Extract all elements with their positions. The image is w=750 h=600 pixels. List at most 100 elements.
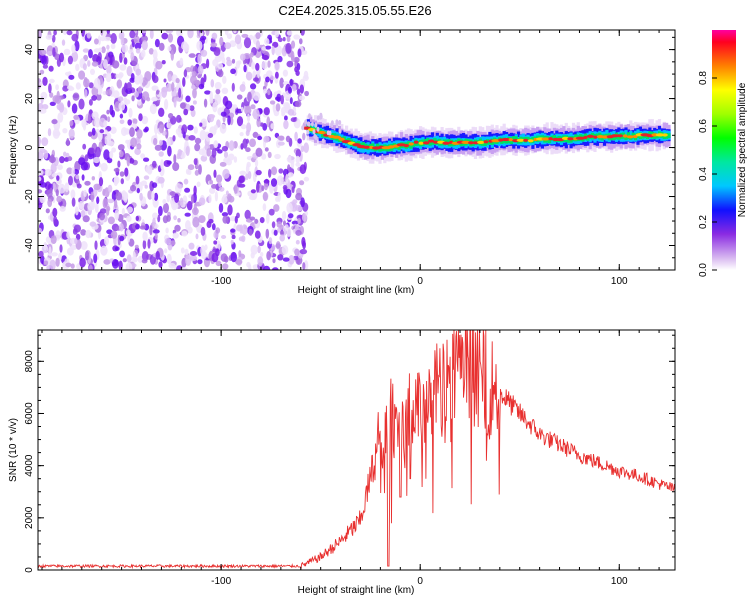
noise-speckle [47, 128, 52, 137]
noise-speckle [110, 33, 117, 44]
noise-speckle [295, 155, 300, 164]
noise-speckle [119, 235, 125, 242]
noise-speckle [135, 68, 142, 76]
noise-speckle [70, 263, 75, 269]
noise-speckle [183, 69, 188, 78]
trace-peak [477, 140, 485, 144]
noise-speckle [182, 77, 186, 87]
noise-speckle [162, 198, 167, 205]
noise-speckle [93, 156, 100, 164]
spectrogram-noise [38, 30, 310, 270]
noise-speckle [250, 104, 256, 110]
noise-speckle [124, 128, 130, 135]
noise-speckle [85, 229, 92, 239]
noise-speckle [161, 87, 168, 98]
noise-speckle [267, 151, 272, 159]
noise-speckle [112, 90, 120, 99]
noise-speckle [225, 100, 233, 110]
snr-series-line [38, 330, 675, 570]
noise-speckle [39, 108, 47, 114]
noise-speckle [48, 246, 52, 257]
noise-speckle [249, 138, 256, 148]
noise-speckle [121, 44, 129, 53]
noise-speckle [145, 165, 153, 174]
noise-speckle [222, 215, 229, 224]
noise-speckle [267, 89, 271, 96]
noise-speckle [55, 257, 60, 267]
noise-speckle [40, 96, 44, 104]
noise-speckle [198, 83, 205, 90]
noise-speckle [155, 250, 160, 260]
noise-speckle [135, 47, 141, 54]
noise-speckle [136, 187, 140, 194]
noise-speckle [179, 197, 184, 207]
noise-speckle [226, 33, 233, 40]
noise-speckle [213, 140, 219, 149]
noise-speckle [128, 107, 133, 118]
noise-speckle [230, 251, 237, 263]
noise-speckle [74, 238, 78, 245]
noise-speckle [119, 113, 124, 119]
noise-speckle [119, 119, 125, 125]
noise-speckle [272, 267, 279, 270]
noise-speckle [123, 193, 128, 203]
noise-speckle [96, 196, 100, 204]
noise-speckle [149, 30, 154, 40]
noise-speckle [38, 227, 42, 234]
trace-peak [523, 138, 529, 142]
noise-speckle [88, 264, 93, 270]
spectrogram-panel: -100 0 100 -40 -20 0 20 40 Height of straight l… [8, 29, 676, 296]
noise-speckle [142, 239, 147, 250]
noise-speckle [165, 30, 174, 34]
noise-speckle [141, 251, 149, 262]
colorbar-tick-label: 0.0 [698, 263, 709, 277]
noise-speckle [172, 232, 179, 239]
noise-speckle [65, 262, 72, 268]
noise-speckle [224, 42, 232, 50]
noise-speckle [238, 250, 242, 258]
noise-speckle [137, 99, 142, 106]
noise-speckle [71, 51, 79, 62]
noise-speckle [292, 84, 297, 92]
noise-speckle [152, 229, 160, 234]
noise-speckle [261, 61, 268, 70]
x-tick-label: 100 [611, 276, 628, 287]
noise-speckle [203, 73, 207, 83]
noise-speckle [172, 162, 180, 172]
noise-speckle [235, 259, 243, 265]
colorbar-tick-label: 0.4 [698, 167, 709, 181]
noise-speckle [295, 70, 300, 76]
y-tick-label: 40 [24, 44, 35, 56]
noise-speckle [253, 91, 261, 102]
noise-speckle [165, 227, 169, 234]
noise-speckle [248, 228, 253, 236]
noise-speckle [268, 237, 273, 245]
noise-speckle [253, 77, 259, 82]
noise-speckle [181, 230, 188, 237]
noise-speckle [180, 247, 185, 254]
snr-frame [37, 329, 676, 571]
noise-speckle [252, 108, 260, 120]
x-tick-label: 100 [611, 576, 628, 587]
noise-speckle [119, 64, 127, 71]
noise-speckle [177, 184, 184, 189]
noise-speckle [71, 103, 78, 114]
noise-speckle [143, 175, 150, 180]
noise-speckle [224, 30, 229, 36]
noise-speckle [240, 106, 244, 113]
noise-speckle [127, 233, 131, 243]
noise-speckle [172, 203, 179, 209]
noise-speckle [99, 208, 107, 215]
noise-speckle [279, 234, 286, 242]
noise-speckle [167, 33, 174, 43]
noise-speckle [242, 138, 248, 149]
noise-speckle [52, 182, 56, 190]
noise-speckle [73, 114, 79, 120]
noise-speckle [158, 42, 165, 51]
snr-xlabel: Height of straight line (km) [298, 585, 415, 596]
noise-speckle [181, 127, 185, 135]
noise-speckle [215, 227, 221, 234]
noise-speckle [207, 133, 214, 138]
noise-speckle [200, 245, 206, 257]
